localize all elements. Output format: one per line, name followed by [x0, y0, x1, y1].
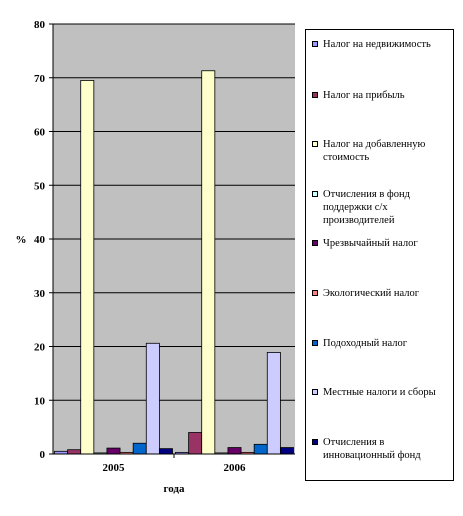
- y-tick-label: 50: [34, 180, 46, 192]
- y-tick-label: 60: [34, 127, 46, 139]
- legend-swatch: [312, 92, 318, 98]
- x-tick-label: 2006: [224, 462, 247, 474]
- bar: [145, 342, 160, 455]
- bar: [67, 449, 82, 455]
- legend-swatch: [312, 191, 318, 197]
- legend-label: Местные налоги и сборы: [323, 387, 436, 398]
- y-tick-label: 30: [34, 288, 46, 300]
- legend-swatch: [312, 290, 318, 296]
- y-tick-label: 10: [34, 395, 46, 407]
- legend-label: Отчисления в фонд поддержки с/х производ…: [323, 189, 410, 226]
- bar: [227, 447, 242, 455]
- x-axis-label: года: [164, 483, 185, 495]
- legend-label: Чрезвычайный налог: [323, 238, 418, 249]
- y-tick-label: 0: [40, 449, 46, 461]
- bar: [188, 432, 203, 455]
- bars: [54, 70, 294, 455]
- bar: [158, 448, 173, 455]
- bar: [80, 80, 95, 455]
- x-axis-ticks: 2005 2006: [103, 454, 247, 474]
- bar: [132, 442, 147, 455]
- y-tick-label: 70: [34, 73, 46, 85]
- legend-label: Налог на добавленную стоимость: [323, 139, 426, 163]
- legend-swatch: [312, 41, 318, 47]
- legend-swatch: [312, 439, 318, 445]
- legend-swatch: [312, 340, 318, 346]
- legend-label: Подоходный налог: [323, 338, 408, 349]
- bar: [106, 447, 121, 455]
- legend: Налог на недвижимость Налог на прибыль Нал…: [305, 29, 454, 481]
- y-axis-label: %: [16, 234, 27, 246]
- y-tick-label: 80: [34, 19, 46, 31]
- legend-label: Налог на прибыль: [323, 90, 405, 101]
- legend-swatch: [312, 389, 318, 395]
- bar: [266, 352, 281, 455]
- y-axis-ticks: 0 10 20 30 40 50 60 70 80: [34, 19, 53, 461]
- y-tick-label: 20: [34, 342, 46, 354]
- legend-label: Отчисления в инновационный фонд: [323, 437, 421, 461]
- x-tick-label: 2005: [103, 462, 126, 474]
- legend-swatch: [312, 141, 318, 147]
- bar: [201, 70, 216, 455]
- legend-label: Налог на недвижимость: [323, 39, 431, 50]
- y-tick-label: 40: [34, 234, 46, 246]
- legend-swatch: [312, 240, 318, 246]
- bar: [253, 443, 268, 455]
- bar: [279, 447, 294, 455]
- legend-label: Экологический налог: [323, 288, 420, 299]
